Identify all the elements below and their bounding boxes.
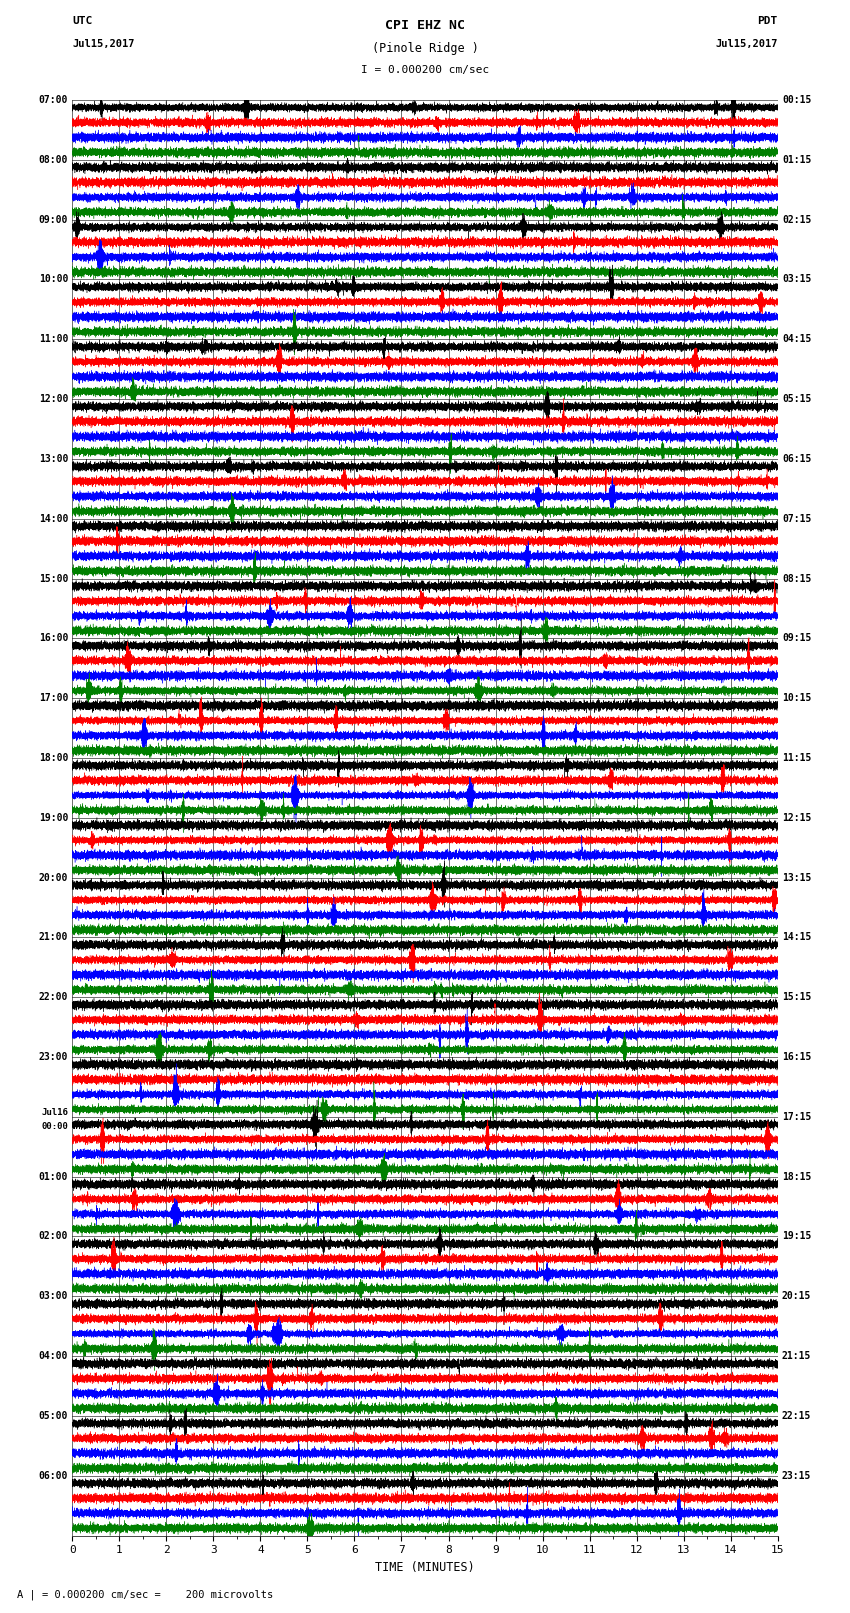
- Text: 02:00: 02:00: [38, 1231, 68, 1242]
- Text: 04:15: 04:15: [782, 334, 812, 344]
- Text: 23:00: 23:00: [38, 1052, 68, 1061]
- Text: 13:15: 13:15: [782, 873, 812, 882]
- Text: I = 0.000200 cm/sec: I = 0.000200 cm/sec: [361, 65, 489, 74]
- Text: 09:15: 09:15: [782, 634, 812, 644]
- Text: UTC: UTC: [72, 16, 93, 26]
- Text: PDT: PDT: [757, 16, 778, 26]
- Text: 20:15: 20:15: [782, 1292, 812, 1302]
- Text: Jul16: Jul16: [41, 1108, 68, 1116]
- Text: 10:00: 10:00: [38, 274, 68, 284]
- Text: 06:00: 06:00: [38, 1471, 68, 1481]
- Text: Jul15,2017: Jul15,2017: [715, 39, 778, 48]
- Text: 11:00: 11:00: [38, 334, 68, 344]
- Text: 23:15: 23:15: [782, 1471, 812, 1481]
- Text: 14:15: 14:15: [782, 932, 812, 942]
- Text: 02:15: 02:15: [782, 215, 812, 224]
- Text: 11:15: 11:15: [782, 753, 812, 763]
- Text: 14:00: 14:00: [38, 513, 68, 524]
- Text: 20:00: 20:00: [38, 873, 68, 882]
- Text: (Pinole Ridge ): (Pinole Ridge ): [371, 42, 479, 55]
- Text: 19:00: 19:00: [38, 813, 68, 823]
- Text: 17:00: 17:00: [38, 694, 68, 703]
- Text: 18:15: 18:15: [782, 1171, 812, 1182]
- Text: 18:00: 18:00: [38, 753, 68, 763]
- Text: 15:15: 15:15: [782, 992, 812, 1002]
- Text: 13:00: 13:00: [38, 453, 68, 465]
- Text: 05:00: 05:00: [38, 1411, 68, 1421]
- Text: 03:15: 03:15: [782, 274, 812, 284]
- Text: 03:00: 03:00: [38, 1292, 68, 1302]
- Text: 08:15: 08:15: [782, 574, 812, 584]
- Text: A | = 0.000200 cm/sec =    200 microvolts: A | = 0.000200 cm/sec = 200 microvolts: [17, 1589, 273, 1600]
- Text: 22:00: 22:00: [38, 992, 68, 1002]
- Text: 07:15: 07:15: [782, 513, 812, 524]
- Text: 05:15: 05:15: [782, 394, 812, 405]
- Text: 15:00: 15:00: [38, 574, 68, 584]
- Text: Jul15,2017: Jul15,2017: [72, 39, 135, 48]
- Text: 04:00: 04:00: [38, 1352, 68, 1361]
- Text: 01:00: 01:00: [38, 1171, 68, 1182]
- Text: 10:15: 10:15: [782, 694, 812, 703]
- Text: 08:00: 08:00: [38, 155, 68, 165]
- Text: 01:15: 01:15: [782, 155, 812, 165]
- Text: 17:15: 17:15: [782, 1111, 812, 1123]
- Text: 22:15: 22:15: [782, 1411, 812, 1421]
- Text: 00:00: 00:00: [41, 1123, 68, 1131]
- Text: 19:15: 19:15: [782, 1231, 812, 1242]
- Text: 21:15: 21:15: [782, 1352, 812, 1361]
- Text: 09:00: 09:00: [38, 215, 68, 224]
- Text: 21:00: 21:00: [38, 932, 68, 942]
- Text: 06:15: 06:15: [782, 453, 812, 465]
- Text: 12:15: 12:15: [782, 813, 812, 823]
- Text: 07:00: 07:00: [38, 95, 68, 105]
- Text: CPI EHZ NC: CPI EHZ NC: [385, 19, 465, 32]
- Text: 16:15: 16:15: [782, 1052, 812, 1061]
- Text: 16:00: 16:00: [38, 634, 68, 644]
- Text: 00:15: 00:15: [782, 95, 812, 105]
- Text: 12:00: 12:00: [38, 394, 68, 405]
- X-axis label: TIME (MINUTES): TIME (MINUTES): [375, 1561, 475, 1574]
